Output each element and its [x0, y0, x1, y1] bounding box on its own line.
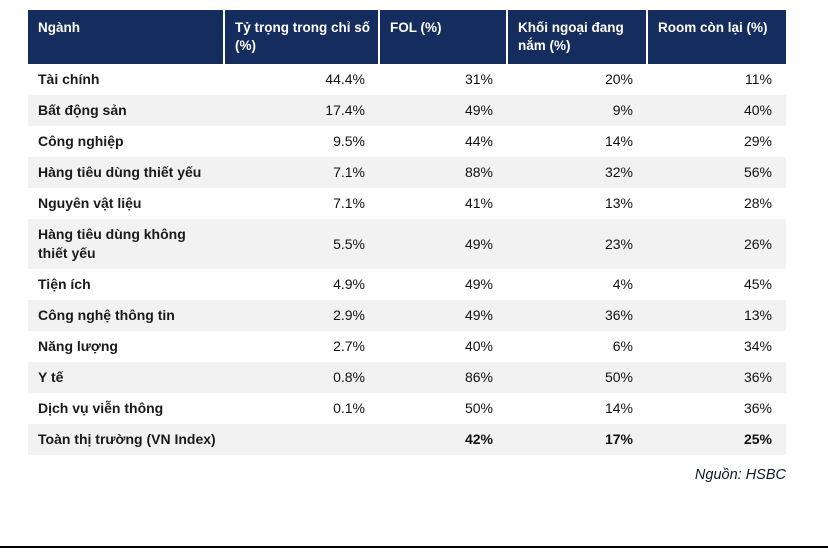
value-cell: 7.1%	[333, 195, 365, 211]
sector-name-cell: Hàng tiêu dùng thiết yếu	[38, 164, 202, 180]
table-row: Dịch vụ viễn thông 0.1% 50% 14% 36%	[28, 393, 786, 424]
value-cell: 50%	[604, 369, 633, 385]
value-cell: 32%	[604, 164, 633, 180]
value-cell: 40%	[464, 338, 493, 354]
value-cell: 26%	[743, 235, 772, 252]
value-cell: 13%	[604, 195, 633, 211]
value-cell: 56%	[743, 164, 772, 180]
value-cell: 41%	[464, 195, 493, 211]
value-cell: 20%	[604, 71, 633, 87]
value-cell: 4%	[612, 276, 633, 292]
value-cell: 29%	[743, 133, 772, 149]
table-row: Tài chính 44.4% 31% 20% 11%	[28, 64, 786, 95]
header-index-weight: Tỷ trọng trong chỉ số (%)	[223, 10, 379, 64]
value-cell: 9%	[612, 102, 633, 118]
report-page: Ngành Tỷ trọng trong chỉ số (%) FOL (%) …	[28, 10, 786, 483]
sector-fol-table: Ngành Tỷ trọng trong chỉ số (%) FOL (%) …	[28, 10, 786, 455]
value-cell	[224, 424, 379, 455]
table-row: Bất động sản 17.4% 49% 9% 40%	[28, 95, 786, 126]
sector-name-cell: Tiện ích	[38, 276, 91, 292]
value-cell: 14%	[604, 133, 633, 149]
value-cell: 36%	[743, 369, 772, 385]
table-row: Hàng tiêu dùng không thiết yếu 5.5% 49% 23%…	[28, 219, 786, 269]
value-cell: 44%	[464, 133, 493, 149]
value-cell: 4.9%	[333, 276, 365, 292]
header-foreign-holding: Khối ngoại đang nắm (%)	[506, 10, 647, 64]
sector-name-cell: Hàng tiêu dùng không thiết yếu	[38, 226, 186, 261]
sector-name-cell: Bất động sản	[38, 102, 127, 118]
value-cell: 6%	[612, 338, 633, 354]
sector-name-cell: Y tế	[38, 369, 64, 385]
value-cell: 7.1%	[333, 164, 365, 180]
value-cell: 42%	[464, 431, 493, 447]
table-row: Hàng tiêu dùng thiết yếu 7.1% 88% 32% 56%	[28, 157, 786, 188]
header-fol: FOL (%)	[378, 10, 507, 64]
sector-name-cell: Năng lượng	[38, 338, 118, 354]
value-cell: 0.8%	[333, 369, 365, 385]
table-row: Tiện ích 4.9% 49% 4% 45%	[28, 269, 786, 300]
value-cell: 36%	[743, 400, 772, 416]
table-row: Y tế 0.8% 86% 50% 36%	[28, 362, 786, 393]
total-row: Toàn thị trường (VN Index) 42% 17% 25%	[28, 424, 786, 455]
value-cell: 36%	[604, 307, 633, 323]
table-row: Nguyên vật liệu 7.1% 41% 13% 28%	[28, 188, 786, 219]
sector-name-cell: Công nghệ thông tin	[38, 307, 175, 323]
source-note: Nguồn: HSBC	[694, 467, 786, 483]
header-room-left: Room còn lại (%)	[646, 10, 786, 64]
value-cell: 0.1%	[333, 400, 365, 416]
value-cell: 49%	[464, 102, 493, 118]
value-cell: 31%	[464, 71, 493, 87]
sector-name-cell: Toàn thị trường (VN Index)	[38, 431, 216, 447]
value-cell: 28%	[743, 195, 772, 211]
value-cell: 9.5%	[333, 133, 365, 149]
value-cell: 13%	[743, 307, 772, 323]
sector-name-cell: Nguyên vật liệu	[38, 195, 142, 211]
header-row: Ngành Tỷ trọng trong chỉ số (%) FOL (%) …	[28, 10, 786, 64]
value-cell: 34%	[743, 338, 772, 354]
value-cell: 49%	[464, 276, 493, 292]
value-cell: 86%	[464, 369, 493, 385]
table-row: Công nghiệp 9.5% 44% 14% 29%	[28, 126, 786, 157]
value-cell: 17.4%	[325, 102, 365, 118]
value-cell: 45%	[743, 276, 772, 292]
value-cell: 40%	[743, 102, 772, 118]
sector-name-cell: Dịch vụ viễn thông	[38, 400, 164, 416]
value-cell: 5.5%	[333, 235, 365, 252]
value-cell: 49%	[464, 235, 493, 252]
value-cell: 49%	[464, 307, 493, 323]
header-sector: Ngành	[28, 10, 224, 64]
value-cell: 2.9%	[333, 307, 365, 323]
value-cell: 50%	[464, 400, 493, 416]
table-row: Công nghệ thông tin 2.9% 49% 36% 13%	[28, 300, 786, 331]
sector-name-cell: Công nghiệp	[38, 133, 124, 149]
value-cell: 88%	[464, 164, 493, 180]
value-cell: 2.7%	[333, 338, 365, 354]
value-cell: 25%	[743, 431, 772, 447]
sector-name-cell: Tài chính	[38, 71, 100, 87]
table-row: Năng lượng 2.7% 40% 6% 34%	[28, 331, 786, 362]
page-bottom-border	[0, 546, 828, 548]
value-cell: 44.4%	[325, 71, 365, 87]
value-cell: 23%	[604, 235, 633, 252]
table-body: Tài chính 44.4% 31% 20% 11% Bất động sản 17.4%…	[28, 64, 786, 455]
value-cell: 11%	[745, 71, 772, 87]
value-cell: 17%	[604, 431, 633, 447]
value-cell: 14%	[604, 400, 633, 416]
